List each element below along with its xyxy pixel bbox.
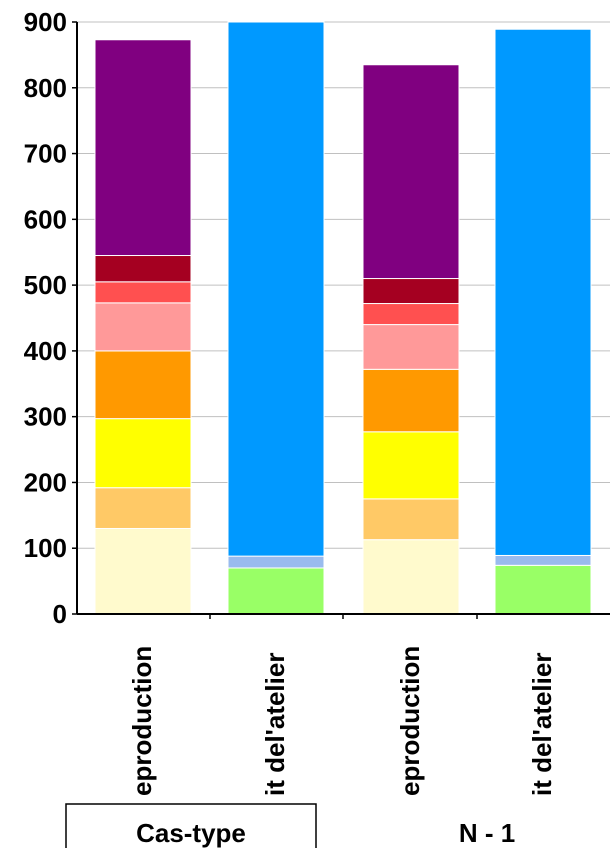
bar-segment bbox=[94, 527, 192, 615]
bar-segment bbox=[362, 498, 460, 541]
y-tick-label: 400 bbox=[24, 336, 67, 366]
axes bbox=[72, 21, 610, 619]
x-tick-labels: eproduction it del'atelier eproduction it d… bbox=[127, 646, 557, 796]
group-label-box bbox=[65, 803, 317, 853]
bar-segment bbox=[94, 350, 192, 420]
bar-segment bbox=[362, 368, 460, 433]
group-labels: Cas-type N - 1 bbox=[65, 803, 515, 853]
bar-segment bbox=[94, 281, 192, 304]
y-tick-label: 300 bbox=[24, 402, 67, 432]
y-tick-labels: 0 100 200 300 400 500 600 700 800 900 bbox=[24, 7, 67, 629]
y-tick-label: 700 bbox=[24, 139, 67, 169]
x-tick-label: it del'atelier bbox=[260, 653, 290, 796]
bar-segment bbox=[494, 564, 592, 615]
bar-segment bbox=[227, 21, 325, 557]
bar-segment bbox=[94, 418, 192, 489]
bar-stacks bbox=[94, 21, 592, 615]
bar-segment bbox=[94, 302, 192, 352]
y-tick-label: 200 bbox=[24, 467, 67, 497]
bar-segment bbox=[94, 39, 192, 257]
bar-segment bbox=[362, 539, 460, 615]
group-label: N - 1 bbox=[459, 818, 515, 848]
group-label: Cas-type bbox=[136, 818, 246, 848]
y-tick-label: 600 bbox=[24, 204, 67, 234]
y-tick-label: 0 bbox=[53, 599, 67, 629]
bar-segment bbox=[94, 255, 192, 283]
bar-segment bbox=[362, 64, 460, 280]
x-tick-label: eproduction bbox=[127, 646, 157, 796]
y-tick-label: 800 bbox=[24, 73, 67, 103]
y-tick-label: 500 bbox=[24, 270, 67, 300]
bar-segment bbox=[494, 28, 592, 556]
x-tick-label: it del'atelier bbox=[527, 653, 557, 796]
bar-segment bbox=[494, 554, 592, 566]
bar-segment bbox=[94, 487, 192, 529]
y-tick-label: 900 bbox=[24, 7, 67, 37]
bar-segment bbox=[362, 431, 460, 500]
y-tick-label: 100 bbox=[24, 533, 67, 563]
bar-segment bbox=[227, 567, 325, 615]
x-tick-label: eproduction bbox=[395, 646, 425, 796]
bar-segment bbox=[227, 555, 325, 569]
bar-segment bbox=[362, 278, 460, 305]
bar-segment bbox=[362, 324, 460, 370]
bar-segment bbox=[362, 303, 460, 326]
